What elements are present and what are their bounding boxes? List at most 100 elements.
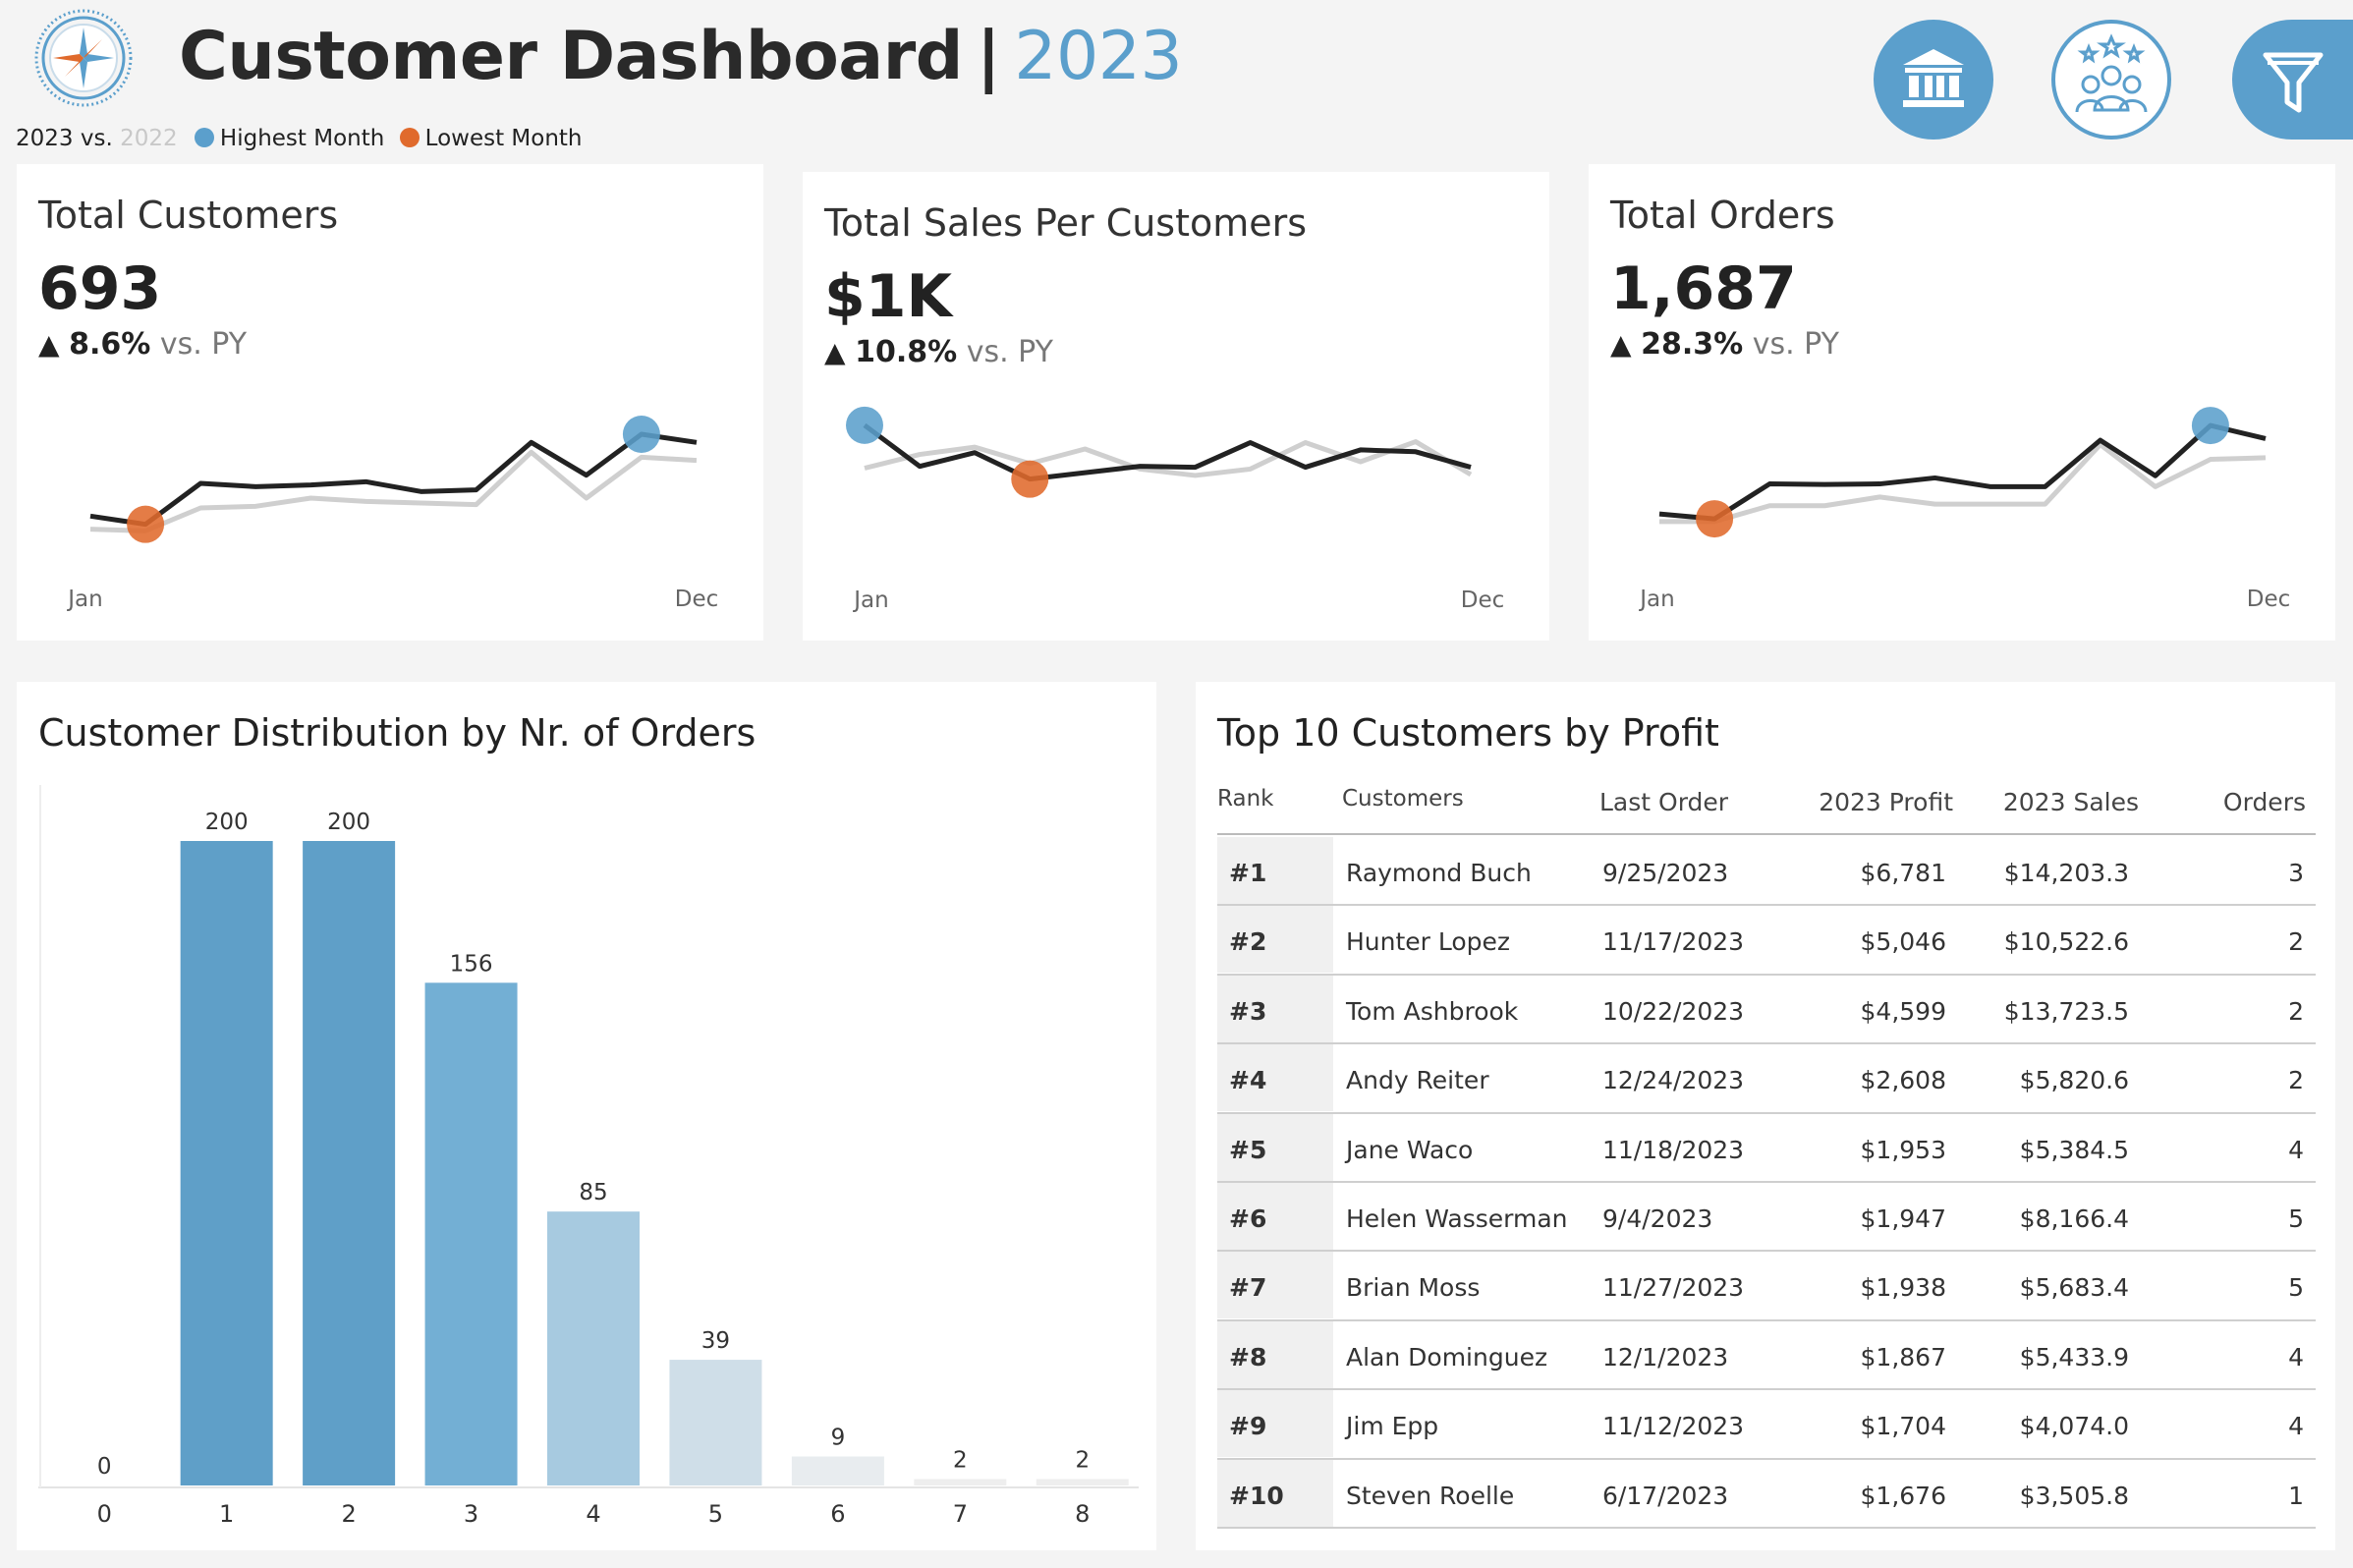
table-row[interactable]: #1 Raymond Buch 9/25/2023 $6,781 $14,203.3 3 <box>1217 837 2316 907</box>
current-year-line <box>863 422 1472 482</box>
customer-name: Hunter Lopez <box>1346 927 1511 957</box>
profit-value: $1,867 <box>1860 1342 1946 1372</box>
x-tick-label: 5 <box>708 1500 723 1528</box>
x-tick-label: 2 <box>341 1500 356 1528</box>
lowest-month-marker[interactable] <box>127 505 165 543</box>
table-row[interactable]: #3 Tom Ashbrook 10/22/2023 $4,599 $13,723.5 2 <box>1217 975 2316 1045</box>
kpi-vs-label: vs. PY <box>966 335 1053 369</box>
column-header-rank[interactable]: Rank <box>1217 786 1274 812</box>
kpi-vs-label: vs. PY <box>1752 327 1839 362</box>
table-row[interactable]: #9 Jim Epp 11/12/2023 $1,704 $4,074.0 4 <box>1217 1390 2316 1460</box>
kpi-change-percent: 28.3% <box>1641 327 1744 362</box>
sales-value: $8,166.4 <box>2019 1204 2129 1233</box>
table-header: Rank Customers Last Order 2023 Profit 20… <box>1217 780 2316 835</box>
bank-button[interactable] <box>1874 20 1993 140</box>
column-header-customers[interactable]: Customers <box>1342 786 1464 812</box>
column-header-profit[interactable]: 2023 Profit <box>1819 788 1953 816</box>
x-tick-label: 4 <box>586 1500 600 1528</box>
rank-cell: #7 <box>1217 1252 1333 1319</box>
bar-7[interactable] <box>914 1479 1007 1485</box>
sales-value: $5,384.5 <box>2019 1135 2129 1164</box>
highest-month-marker[interactable] <box>846 406 883 444</box>
profit-value: $1,938 <box>1860 1273 1946 1303</box>
kpi-sparkline: Jan Dec <box>66 416 718 612</box>
rank-cell: #5 <box>1217 1113 1333 1181</box>
column-header-orders[interactable]: Orders <box>2222 788 2306 816</box>
highest-month-marker[interactable] <box>2191 407 2229 445</box>
kpi-change: ▲ 8.6% vs. PY <box>38 327 247 362</box>
table-row[interactable]: #10 Steven Roelle 6/17/2023 $1,676 $3,505.8 1 <box>1217 1459 2316 1529</box>
profit-value: $2,608 <box>1860 1066 1946 1095</box>
highest-month-dot-icon <box>194 128 214 147</box>
bar-8[interactable] <box>1036 1479 1129 1485</box>
page-title-text: Customer Dashboard <box>179 18 963 95</box>
distribution-bar-chart: 0 0 200 1 200 2 156 3 85 4 39 5 9 6 2 7 2 8 <box>38 785 1139 1528</box>
previous-year-line <box>89 449 698 533</box>
kpi-value: 1,687 <box>1610 254 1797 323</box>
lowest-month-marker[interactable] <box>1011 460 1049 498</box>
customers-button[interactable] <box>2051 20 2171 140</box>
bar-4[interactable] <box>547 1211 640 1485</box>
last-order-date: 11/17/2023 <box>1602 927 1745 957</box>
profit-value: $1,704 <box>1860 1412 1946 1441</box>
bar-6[interactable] <box>791 1456 884 1485</box>
spark-end-label: Dec <box>1461 588 1505 613</box>
spark-start-label: Jan <box>852 588 888 613</box>
table-row[interactable]: #2 Hunter Lopez 11/17/2023 $5,046 $10,522.6 2 <box>1217 906 2316 976</box>
spark-start-label: Jan <box>1638 587 1674 612</box>
top-customers-card: Top 10 Customers by Profit Rank Customer… <box>1196 682 2335 1550</box>
table-row[interactable]: #5 Jane Waco 11/18/2023 $1,953 $5,384.5 4 <box>1217 1113 2316 1183</box>
legend: 2023 vs. 2022 Highest Month Lowest Month <box>16 126 583 151</box>
kpi-card-sales-per-customer: Total Sales Per Customers $1K ▲ 10.8% vs… <box>803 172 1549 641</box>
table-row[interactable]: #7 Brian Moss 11/27/2023 $1,938 $5,683.4 5 <box>1217 1252 2316 1321</box>
last-order-date: 9/25/2023 <box>1602 859 1729 887</box>
orders-count: 5 <box>2288 1204 2304 1233</box>
profit-value: $4,599 <box>1860 996 1946 1026</box>
current-year-line <box>1658 422 2267 522</box>
rank-value: #9 <box>1229 1412 1267 1441</box>
bar-3[interactable] <box>424 982 518 1485</box>
kpi-title: Total Sales Per Customers <box>824 201 1308 245</box>
table-body: #1 Raymond Buch 9/25/2023 $6,781 $14,203.3 3 #… <box>1217 837 2316 1529</box>
kpi-change: ▲ 28.3% vs. PY <box>1610 327 1839 362</box>
profit-value: $6,781 <box>1860 859 1946 887</box>
bar-1[interactable] <box>180 841 273 1485</box>
table-row[interactable]: #8 Alan Dominguez 12/1/2023 $1,867 $5,433.9 4 <box>1217 1320 2316 1391</box>
customer-name: Jim Epp <box>1346 1412 1439 1441</box>
column-header-sales[interactable]: 2023 Sales <box>2002 788 2139 816</box>
x-tick-label: 6 <box>830 1500 845 1528</box>
rank-cell: #9 <box>1217 1390 1333 1458</box>
distribution-title: Customer Distribution by Nr. of Orders <box>38 711 756 755</box>
sales-value: $5,433.9 <box>2019 1342 2129 1372</box>
table-row[interactable]: #6 Helen Wasserman 9/4/2023 $1,947 $8,166.4 5 <box>1217 1182 2316 1253</box>
highest-month-marker[interactable] <box>622 416 660 453</box>
filter-button[interactable] <box>2232 20 2353 140</box>
sales-value: $3,505.8 <box>2019 1481 2129 1510</box>
bar-value-label: 200 <box>327 810 370 835</box>
top-customers-title: Top 10 Customers by Profit <box>1217 711 1719 755</box>
column-header-last-order[interactable]: Last Order <box>1599 788 1729 816</box>
rank-value: #4 <box>1229 1066 1267 1095</box>
rank-cell: #2 <box>1217 906 1333 974</box>
orders-count: 4 <box>2288 1342 2304 1372</box>
kpi-change-percent: 8.6% <box>69 327 151 362</box>
title-separator: | <box>976 18 1001 95</box>
orders-count: 4 <box>2288 1412 2304 1441</box>
table-row[interactable]: #4 Andy Reiter 12/24/2023 $2,608 $5,820.6 2 <box>1217 1044 2316 1114</box>
rank-value: #1 <box>1229 859 1267 887</box>
previous-year-line <box>864 439 1473 478</box>
filter-icon <box>2263 52 2324 113</box>
customer-name: Raymond Buch <box>1346 859 1532 887</box>
lowest-month-marker[interactable] <box>1696 500 1734 538</box>
legend-lowest-label: Lowest Month <box>424 126 583 151</box>
customer-name: Andy Reiter <box>1346 1066 1489 1095</box>
customer-name: Brian Moss <box>1346 1273 1481 1303</box>
bar-5[interactable] <box>669 1360 762 1485</box>
kpi-value: $1K <box>824 262 952 331</box>
x-tick-label: 0 <box>97 1500 112 1528</box>
sales-value: $5,683.4 <box>2019 1273 2129 1303</box>
bar-2[interactable] <box>303 841 396 1485</box>
up-arrow-icon: ▲ <box>38 328 60 361</box>
orders-count: 2 <box>2288 996 2304 1026</box>
profit-value: $1,953 <box>1860 1135 1946 1164</box>
